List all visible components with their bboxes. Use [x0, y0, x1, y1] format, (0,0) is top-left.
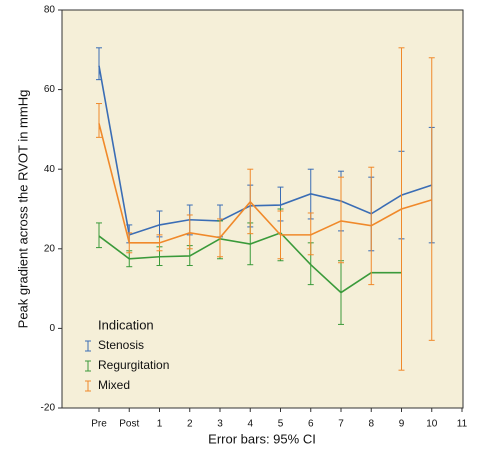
error-bar — [126, 232, 133, 254]
error-bar — [277, 210, 284, 260]
error-bar — [428, 57, 435, 341]
y-tick-label: -20 — [41, 403, 56, 414]
x-tick-label: 2 — [187, 419, 193, 430]
error-bar — [96, 103, 102, 138]
plot-area — [61, 9, 464, 409]
y-tick-label: 40 — [44, 164, 56, 175]
x-tick-label: Pre — [91, 419, 107, 430]
error-bar — [398, 47, 405, 371]
x-tick-label: 3 — [217, 419, 223, 430]
error-bar — [307, 212, 314, 256]
x-tick-label: 11 — [457, 419, 468, 430]
series-line — [98, 65, 432, 236]
error-bar — [217, 218, 223, 258]
y-tick-label: 60 — [44, 84, 56, 95]
error-bar — [96, 47, 102, 81]
legend-icon — [85, 340, 91, 352]
legend-title: Indication — [98, 317, 154, 332]
error-bar — [368, 166, 375, 286]
legend: Indication Stenosis Regurgitation Mixed — [85, 317, 169, 392]
y-axis-title: Peak gradient across the RVOT in mmHg — [15, 90, 30, 329]
error-bar — [96, 222, 102, 249]
y-tick-label: 20 — [44, 243, 56, 254]
x-tick-label: 9 — [399, 419, 405, 430]
x-tick-label: 5 — [278, 419, 284, 430]
error-bar — [338, 176, 344, 264]
x-axis-title: Error bars: 95% CI — [208, 431, 316, 446]
legend-label: Stenosis — [98, 338, 144, 352]
error-bar — [156, 234, 163, 252]
legend-label: Mixed — [98, 378, 130, 392]
legend-icon — [85, 380, 91, 392]
x-tick-label: 10 — [426, 419, 438, 430]
x-tick-label: 4 — [247, 419, 253, 430]
x-tick-label: 7 — [338, 419, 344, 430]
error-bar — [186, 214, 193, 250]
x-tick-label: 6 — [308, 419, 314, 430]
y-tick-label: 80 — [44, 5, 56, 16]
legend-label: Regurgitation — [98, 358, 169, 372]
x-tick-label: 1 — [157, 419, 163, 430]
series-line — [98, 123, 432, 244]
legend-icon — [85, 360, 91, 372]
y-tick-label: 0 — [49, 323, 55, 334]
x-tick-label: Post — [119, 419, 139, 430]
error-bar — [247, 168, 254, 235]
x-tick-label: 8 — [368, 419, 374, 430]
